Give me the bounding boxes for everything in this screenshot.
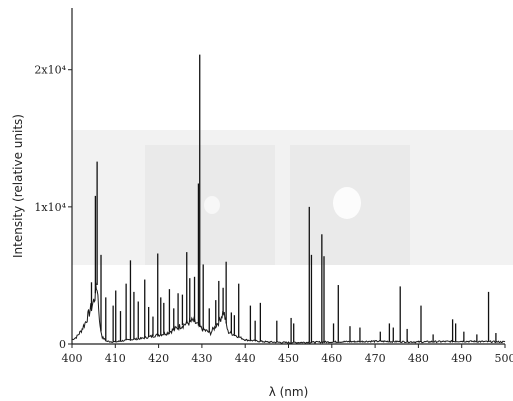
spectrum-baseline: [71, 282, 506, 345]
x-tick-label: 410: [105, 352, 126, 365]
x-tick-label: 470: [365, 352, 386, 365]
x-tick-label: 480: [408, 352, 429, 365]
spectrum-peaks: [90, 54, 497, 343]
x-tick-label: 420: [148, 352, 169, 365]
x-axis-ticks: 400 410 420 430 440 450 460 470 480 490 500: [62, 344, 513, 365]
spectrum-baseline-trace: [71, 282, 506, 345]
chart-axes: [71, 8, 505, 345]
x-axis-title: λ (nm): [269, 385, 309, 399]
x-tick-label: 500: [495, 352, 513, 365]
x-tick-label: 430: [191, 352, 212, 365]
x-tick-label: 460: [321, 352, 342, 365]
y-tick-label: 0: [59, 338, 66, 351]
y-tick-label: 1x10⁴: [34, 201, 66, 214]
x-tick-label: 400: [62, 352, 83, 365]
y-axis-title: Intensity (relative units): [11, 114, 25, 258]
y-tick-label: 2x10⁴: [34, 64, 66, 77]
y-axis-ticks: 0 1x10⁴ 2x10⁴: [34, 64, 72, 351]
x-tick-label: 450: [278, 352, 299, 365]
x-tick-label: 490: [451, 352, 472, 365]
x-tick-label: 440: [235, 352, 256, 365]
